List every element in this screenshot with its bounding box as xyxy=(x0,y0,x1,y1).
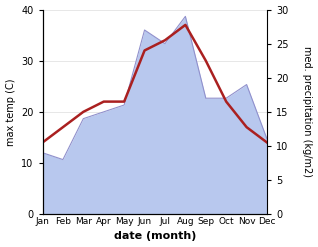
X-axis label: date (month): date (month) xyxy=(114,231,196,242)
Y-axis label: max temp (C): max temp (C) xyxy=(5,78,16,145)
Y-axis label: med. precipitation (kg/m2): med. precipitation (kg/m2) xyxy=(302,46,313,177)
